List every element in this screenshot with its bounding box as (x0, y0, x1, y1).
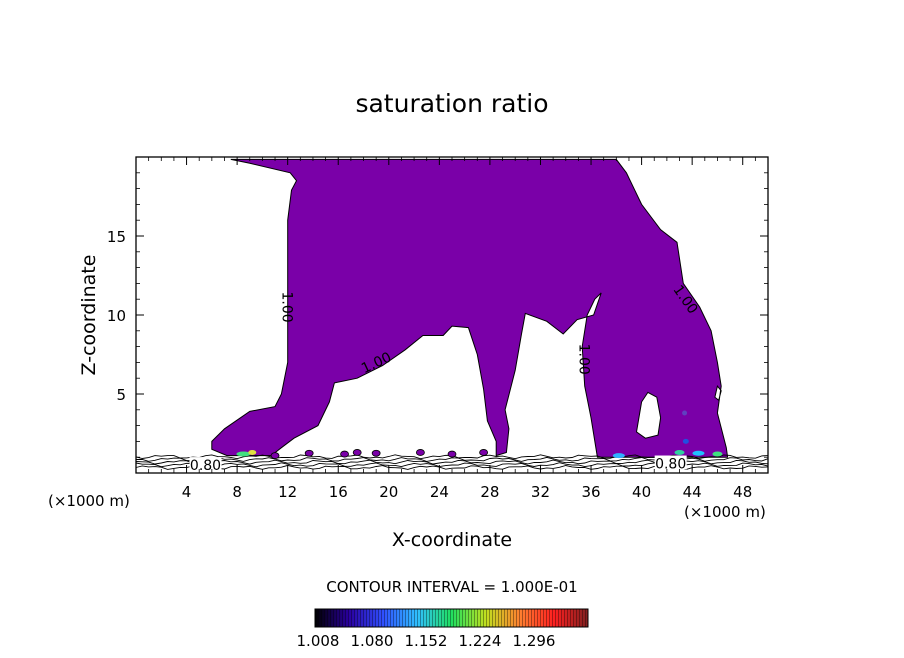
plot-area: 1.001.00 1.001.000.80 0.80 (135, 158, 769, 474)
contour-blob (352, 449, 362, 456)
contour-label: 1.00 (576, 344, 592, 375)
x-unit-left: (×1000 m) (48, 492, 130, 510)
y-axis: 5 10 15 (107, 172, 768, 458)
supersaturation-region (211, 158, 729, 458)
x-tick-label: 16 (329, 483, 348, 501)
x-axis-label: X-coordinate (392, 529, 512, 551)
x-unit-right: (×1000 m) (684, 503, 766, 521)
contour-blob (479, 449, 489, 456)
high-value-patch (682, 410, 688, 416)
x-tick-label: 28 (480, 483, 499, 501)
x-tick-label: 8 (232, 483, 242, 501)
contour-blob (447, 450, 457, 458)
contour-blob (270, 452, 280, 460)
high-value-patch (682, 438, 689, 444)
x-tick-label: 4 (182, 483, 192, 501)
contour-blob (304, 449, 314, 457)
x-tick-label: 24 (430, 483, 449, 501)
high-value-patch (692, 450, 705, 456)
colorbar-tick-label: 1.080 (351, 632, 394, 650)
x-tick-label: 36 (581, 483, 600, 501)
y-tick-label: 10 (107, 307, 126, 325)
high-value-patch (674, 449, 685, 455)
colorbar-ticks: 1.008 1.080 1.152 1.224 1.296 (297, 632, 556, 650)
contour-label: 0.80 (655, 457, 686, 473)
x-tick-label: 20 (379, 483, 398, 501)
y-axis-label: Z-coordinate (78, 255, 100, 376)
chart-title: saturation ratio (355, 89, 548, 118)
x-tick-label: 32 (531, 483, 550, 501)
colorbar-tick-label: 1.296 (513, 632, 556, 650)
high-value-patch (712, 451, 723, 457)
contour-blob (340, 450, 349, 458)
colorbar-tick-label: 1.224 (459, 632, 502, 650)
contour-label: 1.00 (279, 292, 295, 323)
colorbar-tick-label: 1.008 (297, 632, 340, 650)
y-tick-label: 5 (116, 386, 126, 404)
contour-blob (371, 449, 381, 457)
colorbar-tick-label: 1.152 (405, 632, 448, 650)
x-tick-label: 44 (683, 483, 702, 501)
contour-interval-text: CONTOUR INTERVAL = 1.000E-01 (326, 578, 577, 596)
high-value-patch (248, 449, 257, 455)
y-tick-label: 15 (107, 228, 126, 246)
x-tick-label: 40 (632, 483, 651, 501)
contour-blob (415, 449, 425, 456)
high-value-patch (236, 451, 251, 457)
x-tick-label: 12 (278, 483, 297, 501)
x-tick-label: 48 (733, 483, 752, 501)
contour-label-bg (189, 457, 222, 472)
contour-label-bg (654, 455, 687, 470)
colorbar-hatch (315, 609, 588, 627)
high-value-patch (612, 453, 625, 459)
x-axis: 4 8 12 16 20 24 28 32 36 40 44 48 (148, 157, 756, 501)
contour-label: 0.80 (190, 458, 221, 474)
